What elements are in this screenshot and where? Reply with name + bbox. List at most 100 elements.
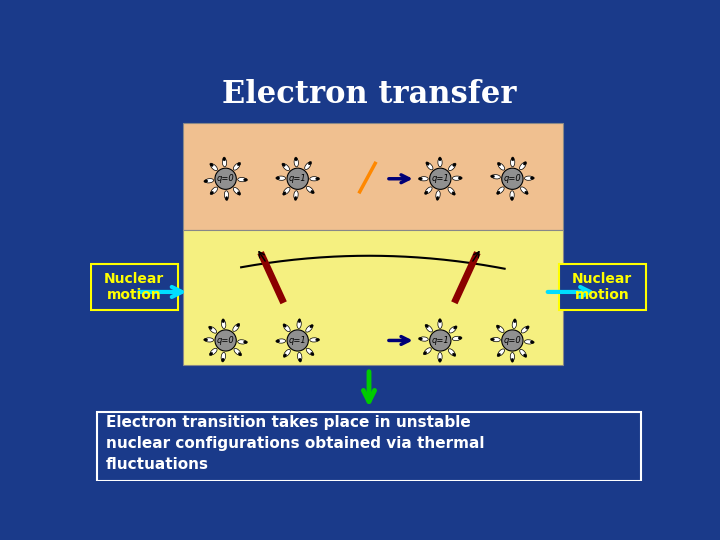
Ellipse shape	[276, 177, 279, 179]
Ellipse shape	[438, 320, 442, 328]
Ellipse shape	[204, 180, 208, 183]
Ellipse shape	[233, 163, 240, 170]
Ellipse shape	[438, 359, 441, 362]
Ellipse shape	[420, 177, 428, 181]
Circle shape	[215, 168, 236, 190]
Circle shape	[502, 330, 523, 351]
Ellipse shape	[520, 349, 526, 356]
Ellipse shape	[498, 349, 505, 356]
Ellipse shape	[294, 157, 297, 161]
Ellipse shape	[498, 163, 505, 170]
FancyBboxPatch shape	[559, 264, 646, 310]
Ellipse shape	[510, 197, 513, 200]
Ellipse shape	[276, 340, 279, 342]
Ellipse shape	[449, 349, 455, 356]
Ellipse shape	[524, 176, 534, 180]
Ellipse shape	[511, 359, 514, 362]
Text: q=1: q=1	[289, 336, 307, 345]
Circle shape	[287, 330, 308, 351]
Ellipse shape	[210, 348, 217, 355]
Ellipse shape	[531, 177, 534, 179]
Ellipse shape	[307, 186, 313, 193]
Ellipse shape	[425, 191, 428, 194]
Ellipse shape	[237, 323, 240, 327]
Ellipse shape	[523, 354, 527, 357]
Ellipse shape	[284, 349, 290, 356]
Ellipse shape	[425, 325, 428, 328]
Circle shape	[430, 168, 451, 190]
Ellipse shape	[210, 191, 213, 195]
Ellipse shape	[238, 163, 240, 166]
Ellipse shape	[299, 358, 302, 362]
Ellipse shape	[233, 187, 240, 194]
Ellipse shape	[305, 162, 311, 170]
Ellipse shape	[225, 197, 228, 200]
Ellipse shape	[283, 192, 286, 195]
Ellipse shape	[234, 348, 241, 355]
Ellipse shape	[283, 354, 287, 357]
Ellipse shape	[448, 187, 454, 194]
Ellipse shape	[284, 325, 290, 332]
Text: Electron transition takes place in unstable
nuclear configurations obtained via : Electron transition takes place in unsta…	[106, 415, 484, 472]
Ellipse shape	[294, 197, 297, 200]
Ellipse shape	[315, 178, 320, 180]
Ellipse shape	[283, 324, 287, 327]
Ellipse shape	[513, 319, 516, 323]
Ellipse shape	[210, 163, 213, 166]
Ellipse shape	[452, 336, 461, 341]
Ellipse shape	[511, 157, 514, 161]
Ellipse shape	[496, 325, 500, 328]
Ellipse shape	[426, 187, 432, 194]
Ellipse shape	[310, 325, 313, 328]
Ellipse shape	[454, 326, 457, 329]
Ellipse shape	[222, 358, 224, 362]
Ellipse shape	[238, 340, 246, 344]
Ellipse shape	[521, 327, 528, 333]
Ellipse shape	[243, 341, 248, 343]
Ellipse shape	[420, 337, 428, 341]
Ellipse shape	[510, 191, 514, 199]
Ellipse shape	[498, 163, 500, 166]
Ellipse shape	[521, 187, 528, 194]
Bar	[183, 231, 563, 365]
Ellipse shape	[436, 197, 439, 200]
Ellipse shape	[438, 158, 442, 167]
Ellipse shape	[311, 191, 314, 194]
Ellipse shape	[222, 319, 225, 323]
Ellipse shape	[426, 163, 433, 170]
Ellipse shape	[438, 319, 441, 322]
Ellipse shape	[510, 158, 515, 167]
Text: q=1: q=1	[289, 174, 307, 183]
FancyBboxPatch shape	[91, 264, 178, 310]
Ellipse shape	[438, 157, 441, 161]
Ellipse shape	[449, 327, 456, 333]
Ellipse shape	[512, 320, 516, 328]
Ellipse shape	[308, 161, 312, 165]
Ellipse shape	[223, 157, 225, 161]
Ellipse shape	[294, 191, 298, 199]
Text: Electron transfer: Electron transfer	[222, 78, 516, 110]
Circle shape	[215, 330, 236, 351]
Ellipse shape	[225, 191, 229, 199]
Ellipse shape	[210, 352, 212, 356]
Ellipse shape	[525, 191, 528, 194]
Ellipse shape	[526, 326, 529, 329]
Ellipse shape	[297, 353, 302, 361]
Ellipse shape	[310, 352, 314, 356]
Ellipse shape	[282, 163, 285, 166]
Ellipse shape	[492, 174, 500, 179]
Ellipse shape	[453, 163, 456, 166]
Ellipse shape	[277, 176, 286, 180]
Circle shape	[430, 330, 451, 351]
Ellipse shape	[423, 352, 427, 355]
Text: q=1: q=1	[431, 174, 449, 183]
Bar	[183, 123, 563, 231]
Circle shape	[502, 168, 523, 190]
Ellipse shape	[497, 326, 504, 333]
Ellipse shape	[211, 187, 217, 194]
Ellipse shape	[426, 325, 433, 332]
Ellipse shape	[306, 325, 312, 332]
Ellipse shape	[284, 187, 290, 194]
Ellipse shape	[520, 163, 526, 170]
Ellipse shape	[531, 341, 534, 343]
